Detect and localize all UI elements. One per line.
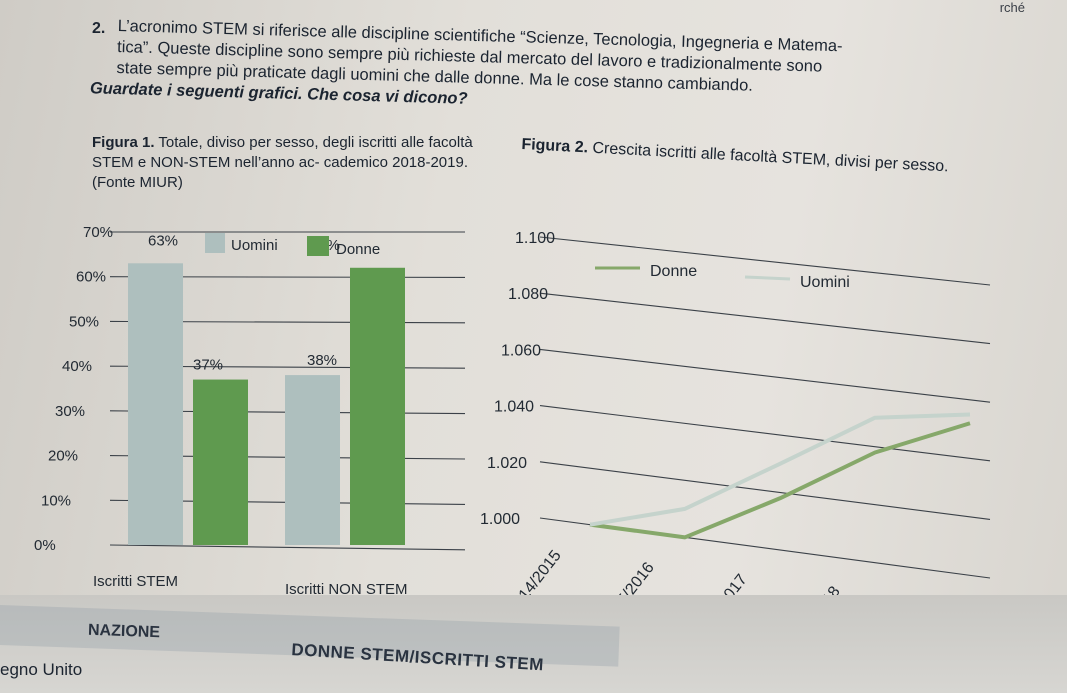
line-gridline [539, 405, 991, 462]
line-ytick-label: 1.080 [508, 286, 548, 303]
bar-category-label: Iscritti NON STEM [285, 581, 408, 598]
bar-donne [193, 379, 248, 545]
question-number: 2. [92, 20, 106, 37]
line-ytick-label: 1.020 [487, 455, 527, 472]
bar-ytick-label: 60% [76, 269, 106, 286]
bar-ytick-label: 10% [41, 492, 71, 509]
bar-data-label: 63% [148, 232, 178, 249]
line-ytick-label: 1.100 [515, 230, 555, 247]
bar-uomini [128, 263, 183, 545]
figure1-label: Figura 1. [92, 134, 155, 151]
bar-ytick-label: 40% [62, 358, 92, 375]
line-ytick-label: 1.060 [501, 342, 541, 359]
bar-uomini [285, 375, 340, 545]
legend-label-donne-line: Donne [650, 263, 697, 280]
line-gridline [539, 461, 991, 520]
legend-label-uomini-line: Uomini [800, 274, 850, 291]
figure1-caption-text: Totale, diviso per sesso, degli iscritti… [92, 134, 473, 191]
legend-swatch-uomini [205, 233, 225, 253]
bar-data-label: 37% [193, 357, 223, 374]
legend-label-uomini: Uomini [231, 237, 278, 254]
bar-ytick-label: 70% [83, 224, 113, 241]
bar-ytick-label: 50% [69, 313, 99, 330]
bar-ytick-label: 0% [34, 537, 56, 554]
bottom-table-strip [0, 595, 1067, 693]
line-ytick-label: 1.000 [480, 511, 520, 528]
line-gridline [539, 348, 991, 403]
corner-text: rché [999, 0, 1025, 15]
line-ytick-label: 1.040 [494, 399, 534, 416]
legend-swatch-donne [307, 236, 329, 256]
bar-ytick-label: 20% [48, 448, 78, 465]
bar-category-label: Iscritti STEM [93, 573, 178, 590]
bar-donne [350, 267, 405, 545]
bar-data-label: 38% [307, 352, 337, 369]
legend-label-donne: Donne [336, 241, 380, 258]
series-line-donne [589, 421, 971, 540]
table-cell-country: egno Unito [0, 660, 83, 679]
figure1-caption: Figura 1. Totale, diviso per sesso, degl… [92, 133, 512, 193]
series-line-uomini [589, 412, 971, 527]
line-gridline [539, 236, 991, 286]
bar-gridline [109, 544, 466, 551]
bar-ytick-label: 30% [55, 403, 85, 420]
legend-swatch-uomini-line [744, 275, 791, 281]
line-gridline [539, 292, 991, 345]
table-header-nazione: NAZIONE [87, 621, 161, 642]
